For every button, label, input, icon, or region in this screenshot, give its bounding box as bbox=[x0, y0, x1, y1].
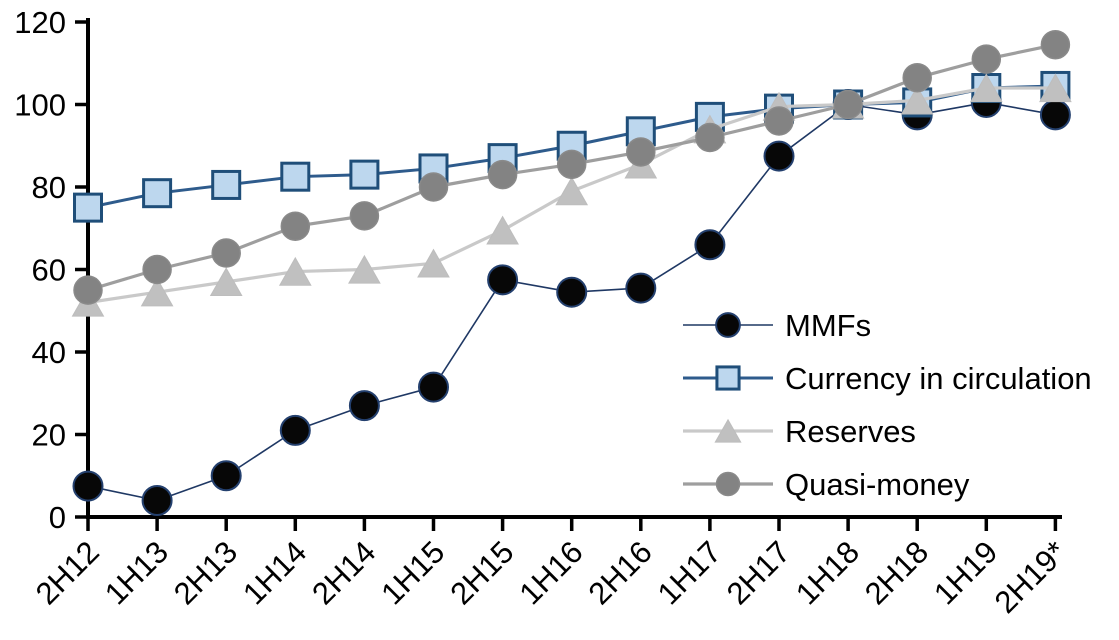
marker-circle bbox=[556, 149, 587, 180]
y-tick-label: 0 bbox=[49, 500, 66, 535]
marker-circle bbox=[141, 485, 173, 516]
x-tick-label: 2H16 bbox=[582, 534, 659, 611]
series-quasi-money bbox=[73, 29, 1071, 305]
x-tick-label: 1H18 bbox=[789, 534, 866, 611]
y-tick-label: 20 bbox=[32, 418, 66, 453]
marker-circle bbox=[625, 272, 657, 304]
marker-circle bbox=[833, 89, 863, 120]
marker-square bbox=[349, 159, 380, 190]
x-tick-label: 2H12 bbox=[29, 534, 106, 611]
marker-circle bbox=[279, 414, 311, 446]
marker-circle bbox=[764, 106, 794, 136]
marker-circle bbox=[487, 159, 518, 190]
marker-circle bbox=[763, 140, 795, 172]
legend: MMFs Currency in circulation Reserves Quasi… bbox=[683, 308, 1092, 502]
marker-circle bbox=[902, 62, 932, 93]
y-tick-label: 80 bbox=[32, 170, 66, 205]
series-mmfs bbox=[72, 86, 1071, 516]
marker-square bbox=[142, 178, 173, 209]
marker-circle bbox=[418, 172, 449, 202]
y-tick-label: 60 bbox=[32, 253, 66, 288]
marker-circle bbox=[418, 371, 449, 403]
marker-triangle bbox=[278, 256, 312, 286]
marker-circle bbox=[556, 276, 588, 308]
x-axis: 2H121H132H131H142H141H152H151H162H161H17… bbox=[29, 515, 1074, 620]
marker-circle bbox=[1040, 29, 1071, 60]
y-tick-label: 100 bbox=[14, 88, 66, 123]
marker-circle bbox=[694, 229, 726, 261]
marker-triangle bbox=[1039, 73, 1072, 103]
marker-triangle bbox=[417, 248, 450, 278]
marker-triangle bbox=[486, 215, 519, 245]
marker-circle bbox=[715, 471, 741, 497]
legend-label: MMFs bbox=[785, 308, 871, 343]
legend-label: Quasi-money bbox=[785, 467, 970, 502]
legend-item-reserves: Reserves bbox=[683, 414, 916, 449]
legend-label: Currency in circulation bbox=[785, 361, 1092, 396]
marker-circle bbox=[73, 275, 103, 305]
x-tick-label: 1H16 bbox=[512, 534, 589, 611]
legend-item-currency-in-circulation: Currency in circulation bbox=[683, 361, 1092, 396]
marker-triangle bbox=[209, 267, 243, 297]
x-tick-label: 2H18 bbox=[858, 534, 935, 611]
x-tick-label: 1H14 bbox=[236, 534, 313, 611]
marker-circle bbox=[971, 44, 1002, 74]
marker-square bbox=[73, 192, 103, 223]
marker-triangle bbox=[348, 254, 381, 284]
y-tick-label: 120 bbox=[14, 5, 66, 40]
marker-circle bbox=[1039, 99, 1071, 131]
x-tick-label: 2H14 bbox=[305, 534, 382, 611]
x-tick-label: 2H13 bbox=[167, 534, 244, 611]
marker-square bbox=[715, 365, 741, 391]
legend-item-mmfs: MMFs bbox=[683, 308, 871, 343]
marker-circle bbox=[348, 390, 380, 422]
marker-circle bbox=[280, 211, 311, 241]
marker-triangle bbox=[714, 418, 742, 443]
series-reserves bbox=[71, 73, 1072, 317]
x-tick-label: 1H17 bbox=[651, 534, 728, 611]
marker-circle bbox=[210, 460, 242, 492]
x-tick-label: 1H15 bbox=[374, 534, 451, 611]
marker-circle bbox=[211, 238, 241, 268]
marker-triangle bbox=[555, 176, 589, 206]
y-tick-label: 40 bbox=[32, 335, 66, 370]
marker-circle bbox=[715, 312, 741, 338]
marker-square bbox=[280, 161, 311, 192]
legend-label: Reserves bbox=[785, 414, 916, 449]
marker-circle bbox=[487, 264, 519, 296]
y-axis: 0 20 40 60 80 100 120 bbox=[14, 5, 90, 535]
marker-circle bbox=[72, 470, 104, 502]
marker-triangle bbox=[140, 277, 174, 307]
legend-item-quasi-money: Quasi-money bbox=[683, 467, 970, 502]
marker-circle bbox=[349, 201, 380, 231]
x-tick-label: 2H19* bbox=[988, 534, 1074, 620]
marker-circle bbox=[695, 122, 725, 153]
marker-square bbox=[211, 169, 242, 200]
marker-circle bbox=[142, 254, 172, 285]
x-tick-label: 1H13 bbox=[98, 534, 175, 611]
marker-triangle bbox=[969, 73, 1003, 103]
marker-circle bbox=[626, 137, 656, 167]
x-tick-label: 2H15 bbox=[443, 534, 520, 611]
marker-triangle bbox=[900, 85, 934, 115]
x-tick-label: 2H17 bbox=[720, 534, 797, 611]
